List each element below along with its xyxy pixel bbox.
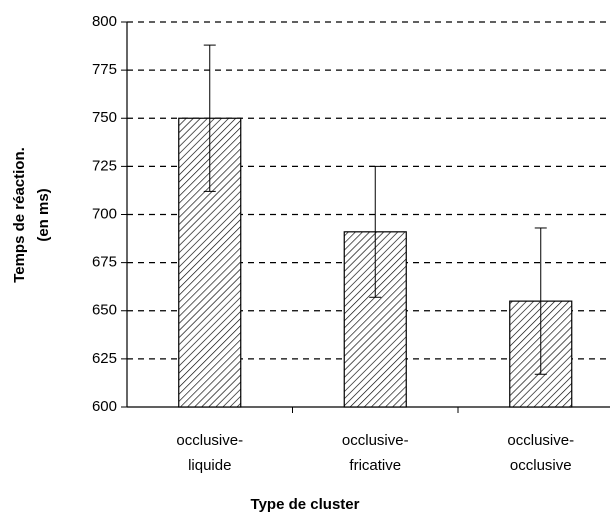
y-axis-title-line: Temps de réaction. [11, 147, 28, 283]
x-tick-label: occlusive- [176, 432, 243, 449]
y-axis-title: Temps de réaction. (en ms) [11, 147, 52, 283]
y-tick-label: 725 [92, 157, 117, 174]
y-tick-label: 800 [92, 13, 117, 30]
y-tick-label: 625 [92, 350, 117, 367]
y-tick-label: 650 [92, 302, 117, 319]
x-axis-title: Type de cluster [251, 496, 360, 513]
y-tick-label: 700 [92, 205, 117, 222]
x-tick-label: liquide [188, 457, 231, 474]
y-tick-label: 775 [92, 61, 117, 78]
y-tick-label: 675 [92, 254, 117, 271]
y-tick-label: 600 [92, 398, 117, 415]
x-tick-label: fricative [349, 457, 401, 474]
y-axis-title-line: (en ms) [35, 188, 52, 241]
x-tick-label: occlusive- [342, 432, 409, 449]
x-tick-label: occlusive- [507, 432, 574, 449]
x-tick-label: occlusive [510, 457, 572, 474]
y-tick-label: 750 [92, 109, 117, 126]
